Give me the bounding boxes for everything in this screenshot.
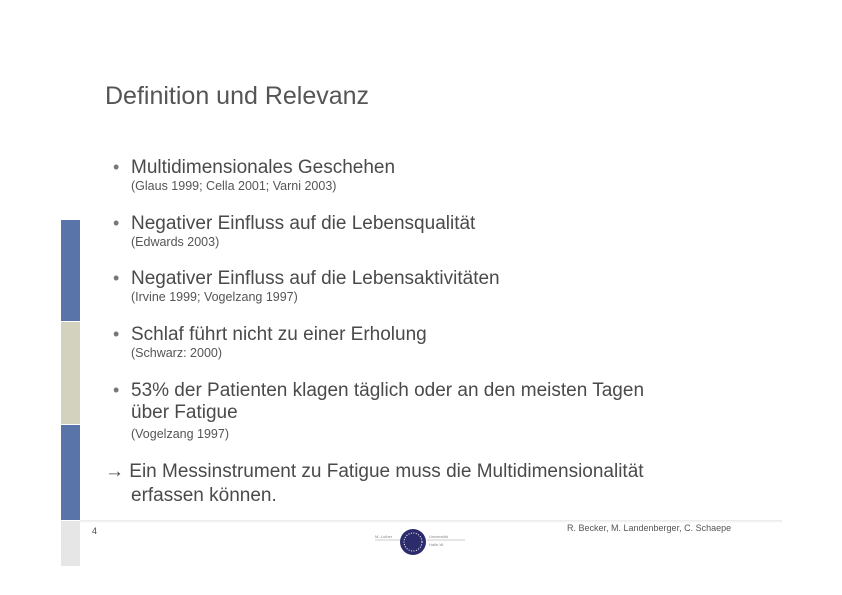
bullet-reference: (Vogelzang 1997) [131, 427, 229, 441]
svg-text:M.-Luther: M.-Luther [375, 534, 393, 539]
bullet-reference: (Glaus 1999; Cella 2001; Varni 2003) [131, 179, 337, 193]
bullet-text: Negativer Einfluss auf die Lebensaktivit… [131, 268, 500, 289]
bullet-text: Schlaf führt nicht zu einer Erholung [131, 324, 427, 345]
bullet-text-continued: über Fatigue [131, 402, 238, 423]
arrow-right-icon: → [105, 461, 124, 482]
slide-title: Definition und Relevanz [105, 82, 370, 110]
bullet-icon: • [113, 324, 120, 344]
bullet-icon: • [113, 268, 120, 288]
conclusion-line-2: erfassen können. [131, 485, 277, 506]
sidebar-accent-blue-top [61, 220, 80, 321]
footer-divider [80, 520, 782, 523]
bullet-icon: • [113, 213, 120, 233]
bullet-reference: (Schwarz: 2000) [131, 346, 223, 360]
bullet-icon: • [113, 157, 120, 177]
svg-text:Halle-W.: Halle-W. [429, 542, 444, 547]
footer-authors: R. Becker, M. Landenberger, C. Schaepe [567, 523, 732, 533]
bullet-text: Negativer Einfluss auf die Lebensqualitä… [131, 213, 476, 234]
sidebar-accent-blue-bottom [61, 425, 80, 520]
bullet-reference: (Edwards 2003) [131, 235, 220, 249]
svg-text:Universität: Universität [429, 534, 449, 539]
bullet-reference: (Irvine 1999; Vogelzang 1997) [131, 290, 298, 304]
bullet-text: Multidimensionales Geschehen [131, 157, 396, 178]
bullet-text: 53% der Patienten klagen täglich oder an… [131, 380, 645, 401]
page-number: 4 [92, 526, 98, 536]
conclusion-line-1: Ein Messinstrument zu Fatigue muss die M… [129, 461, 644, 482]
sidebar-accent-grey [61, 521, 80, 566]
conclusion: → Ein Messinstrument zu Fatigue muss die… [105, 460, 644, 508]
sidebar-accent-beige [61, 322, 80, 424]
university-logo: M.-Luther Universität Halle-W. [375, 529, 465, 555]
bullet-icon: • [113, 380, 120, 400]
